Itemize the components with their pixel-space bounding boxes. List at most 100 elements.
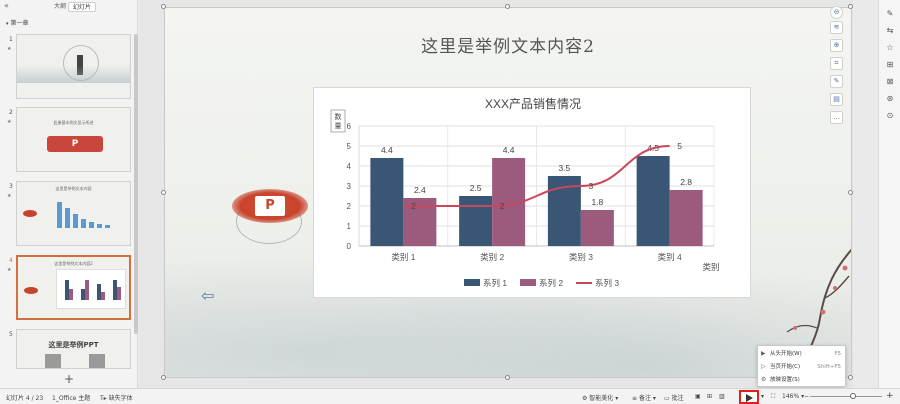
data-label: 2.8 <box>680 177 692 187</box>
tab-slides[interactable]: 幻灯片 <box>68 2 97 12</box>
comments-button[interactable]: ▭ 批注 <box>664 393 684 402</box>
thumb-bar <box>81 289 85 300</box>
collapse-toolbar-icon[interactable]: ⊖ <box>830 6 843 19</box>
menu-item-label: 放映设置(S) <box>770 377 800 383</box>
zoom-out-button[interactable]: − <box>804 393 810 400</box>
thumb-bar <box>101 292 105 300</box>
legend-label: 系列 1 <box>483 278 507 288</box>
thumb-mountains <box>17 65 130 83</box>
thumb-title: 这里是举例PPT <box>48 341 99 349</box>
zoom-slider-knob[interactable] <box>850 393 856 399</box>
animation-star-icon: ★ <box>7 267 12 273</box>
slide-thumb-row[interactable]: 3 ★ 这里是举例文本内容 <box>0 181 134 249</box>
play-slideshow-button[interactable] <box>739 390 759 404</box>
normal-view-icon[interactable]: ▣ <box>695 393 701 400</box>
notes-button[interactable]: ≡ 备注 ▾ <box>632 395 656 402</box>
x-tick-label: 类别 2 <box>480 252 504 262</box>
data-label: 4.4 <box>381 145 393 155</box>
data-label: 2.5 <box>470 183 482 193</box>
edit-icon[interactable]: ✎ <box>886 9 894 18</box>
layout-icon[interactable]: ⊞ <box>886 60 894 69</box>
back-arrow-icon[interactable]: ⇦ <box>201 286 215 305</box>
location-icon[interactable]: ⊙ <box>886 111 894 120</box>
slide-thumbnail[interactable]: 这里是举例文本内容 <box>16 181 131 246</box>
more-icon[interactable]: … <box>830 111 843 124</box>
beautify-icon: ⚙ <box>582 395 590 402</box>
missing-font-button[interactable]: T▸ 缺失字体 <box>100 393 133 402</box>
menu-item-current-slide[interactable]: ▷ 当页开始(C) Shift+F5 <box>758 361 845 373</box>
bar-1 <box>636 156 670 246</box>
x-axis-label: 类别 <box>702 262 719 272</box>
slideshow-menu: ▶ 从头开始(W) F5 ▷ 当页开始(C) Shift+F5 ⚙ 放映设置(S… <box>757 345 846 387</box>
smart-beautify-label: 智能美化 <box>589 395 614 402</box>
ylabel-box <box>330 109 346 133</box>
add-slide-button[interactable]: + <box>64 372 75 386</box>
resize-handle[interactable] <box>505 375 510 380</box>
thumb-image-placeholder <box>89 354 105 368</box>
slide-thumb-row[interactable]: 4 ★ 这里是举例文本内容2 <box>0 255 134 323</box>
section-title: 第一章 <box>10 20 29 27</box>
fit-window-icon[interactable]: ⛶ <box>771 393 776 400</box>
chart-style-icon[interactable]: ✎ <box>830 75 843 88</box>
zoom-in-button[interactable]: + <box>886 391 894 401</box>
star-icon[interactable]: ☆ <box>886 43 894 52</box>
animation-icon[interactable]: ⊛ <box>886 94 894 103</box>
slide-thumb-row[interactable]: 5 这里是举例PPT <box>0 329 134 387</box>
resize-handle[interactable] <box>848 4 853 9</box>
slide-title[interactable]: 这里是举例文本内容2 <box>421 37 595 57</box>
zoom-level[interactable]: 146% ▾ <box>782 393 805 400</box>
section-collapse-icon[interactable]: ▾ <box>6 21 9 27</box>
reading-view-icon[interactable]: ▥ <box>719 393 725 400</box>
y-axis-label: 量 <box>335 122 342 130</box>
resize-handle[interactable] <box>161 4 166 9</box>
x-tick-label: 类别 4 <box>658 252 682 262</box>
y-axis-label: 数 <box>335 112 342 121</box>
y-tick-label: 1 <box>347 222 352 231</box>
slide-thumbnail[interactable]: 这里是举例PPT <box>16 329 131 369</box>
slide-number: 3 <box>9 183 13 190</box>
menu-item-settings[interactable]: ⚙ 放映设置(S) <box>758 374 845 386</box>
thumb-bar <box>117 287 121 300</box>
theme-name[interactable]: 1_Office 主题 <box>52 395 91 402</box>
zoom-in-icon[interactable]: ⊕ <box>830 39 843 52</box>
tab-outline[interactable]: 大纲 <box>54 3 67 10</box>
resize-handle[interactable] <box>505 4 510 9</box>
scrollbar-thumb[interactable] <box>134 34 138 334</box>
menu-item-label: 从头开始(W) <box>770 351 802 357</box>
ppt-logo-image[interactable]: P <box>232 189 308 223</box>
menu-item-from-start[interactable]: ▶ 从头开始(W) F5 <box>758 348 845 360</box>
slide-thumb-row[interactable]: 1 ★ <box>0 34 134 102</box>
resize-handle[interactable] <box>848 190 853 195</box>
thumb-bar <box>73 214 78 228</box>
slideshow-dropdown-icon[interactable]: ▾ <box>761 393 765 400</box>
sorter-view-icon[interactable]: ⊞ <box>707 393 713 400</box>
thumb-bar <box>57 202 62 228</box>
slide-thumbnail-selected[interactable]: 这里是举例文本内容2 <box>16 255 131 320</box>
slide-thumbnail[interactable]: 此册基本例文显示所述 P <box>16 107 131 172</box>
slide-thumbnail[interactable] <box>16 34 131 99</box>
slide-thumb-row[interactable]: 2 ★ 此册基本例文显示所述 P <box>0 107 134 175</box>
collapse-panel-icon[interactable]: « <box>4 1 9 10</box>
panel-scrollbar[interactable] <box>134 14 138 386</box>
resize-handle[interactable] <box>161 375 166 380</box>
thumb-chart <box>56 269 126 309</box>
resize-handle[interactable] <box>161 190 166 195</box>
chart-object[interactable]: XXX产品销售情况数量 0 1 2 3 4 5 6 4.4 2.4 类别 1 2.5 4.4 类别 2 3.… <box>313 87 751 298</box>
layers-icon[interactable]: ≋ <box>830 21 843 34</box>
thumb-bar <box>85 280 89 300</box>
thumb-bar <box>97 284 101 300</box>
section-header[interactable]: ▾ 第一章 <box>6 18 29 27</box>
thumb-bar <box>97 224 102 228</box>
play-from-start-icon: ▶ <box>761 350 766 357</box>
thumb-title: 这里是举例文本内容2 <box>54 261 93 266</box>
crop-icon[interactable]: ⌗ <box>830 57 843 70</box>
resize-handle[interactable] <box>848 375 853 380</box>
transition-icon[interactable]: ⊠ <box>886 77 894 86</box>
legend-swatch <box>464 279 480 286</box>
smart-beautify-button[interactable]: ⚙ 智能美化 ▾ <box>582 395 619 402</box>
adjust-icon[interactable]: ⇆ <box>886 26 894 35</box>
settings-icon: ⚙ <box>761 376 767 383</box>
zoom-slider[interactable] <box>810 396 882 397</box>
chart-elements-icon[interactable]: ▤ <box>830 93 843 106</box>
